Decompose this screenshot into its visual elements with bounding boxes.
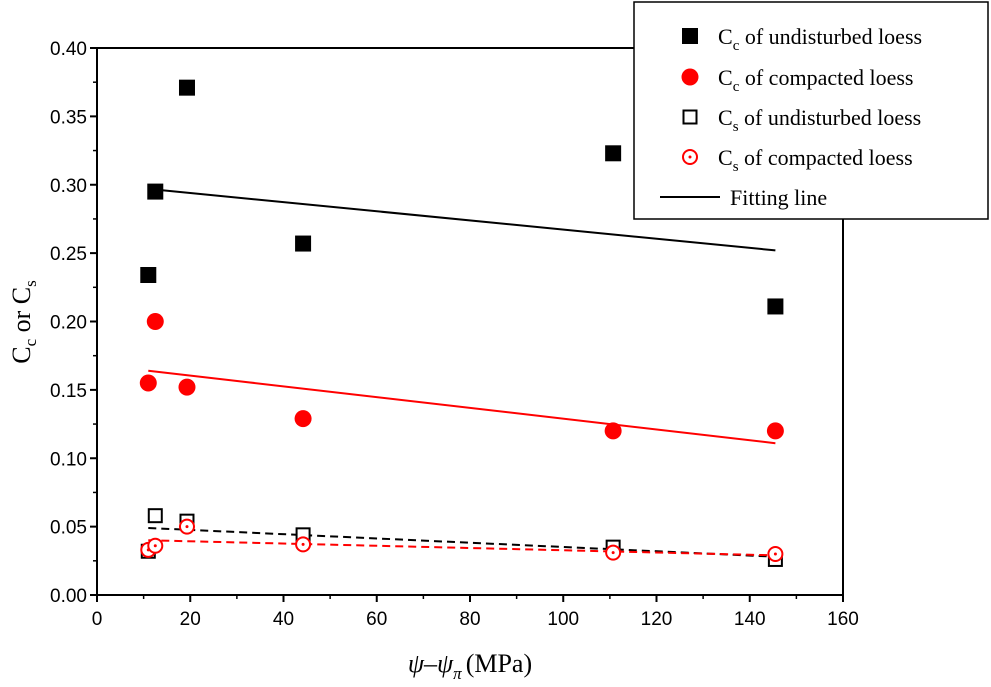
y-tick-label: 0.25 [50, 244, 87, 265]
data-point [147, 508, 163, 524]
legend-label: Cs of undisturbed loess [718, 105, 921, 135]
x-tick-label: 160 [827, 609, 859, 630]
x-tick-label: 60 [366, 609, 387, 630]
x-tick-label: 100 [547, 609, 579, 630]
y-tick-label: 0.10 [50, 449, 87, 470]
y-axis: 0.00 0.05 0.10 0.15 0.20 0.25 0.30 0.35 0.40 [50, 39, 97, 607]
fitting-lines [148, 187, 776, 558]
data-point [146, 313, 164, 330]
fit-cc-undisturbed [148, 187, 776, 252]
marker-dot [185, 525, 189, 529]
x-axis-label: ψ–ψπ (MPa) [408, 649, 532, 683]
data-point [140, 267, 157, 284]
y-tick-label: 0.00 [50, 586, 87, 607]
x-axis: 0 20 40 60 80 100 120 140 160 [92, 595, 859, 630]
data-point [605, 145, 622, 162]
y-axis-label-mid: or [7, 304, 36, 339]
legend-marker [681, 68, 699, 86]
y-tick-label: 0.35 [50, 107, 87, 128]
fit-cs-compacted [148, 539, 776, 557]
x-tick-label: 20 [180, 609, 201, 630]
legend-marker [682, 28, 698, 44]
data-points [139, 79, 784, 567]
marker-dot [153, 544, 157, 548]
data-point [139, 374, 157, 392]
y-axis-label-c2: C [7, 287, 36, 304]
marker-dot [773, 552, 777, 556]
legend-label: Cc of undisturbed loess [718, 24, 922, 54]
y-tick-label: 0.40 [50, 39, 87, 60]
y-axis-label-c1: C [7, 346, 36, 363]
y-axis-label: Cc or Cs [7, 280, 40, 364]
y-axis-label-s1: c [21, 338, 40, 346]
x-tick-label: 40 [273, 609, 294, 630]
data-point [604, 422, 622, 440]
y-tick-label: 0.30 [50, 176, 87, 197]
data-point [605, 544, 622, 561]
legend-marker [682, 149, 698, 165]
x-axis-label-sub: π [453, 664, 462, 683]
legend-fit-label: Fitting line [730, 185, 827, 210]
y-tick-label: 0.15 [50, 381, 87, 402]
data-point [178, 518, 195, 535]
legend-label: Cc of compacted loess [718, 65, 913, 95]
y-tick-label: 0.05 [50, 518, 87, 539]
fit-cc-compacted [148, 369, 776, 445]
data-point [767, 298, 784, 315]
y-axis-label-s2: s [21, 280, 40, 287]
data-point [295, 536, 312, 553]
data-point [178, 378, 196, 396]
marker-dot [611, 551, 615, 555]
marker-dot [301, 542, 305, 546]
data-point [147, 537, 164, 554]
marker-dot [688, 155, 692, 159]
data-point [294, 410, 312, 428]
legend: Cc of undisturbed loess Cc of compacted l… [633, 1, 989, 220]
data-point [178, 79, 195, 96]
legend-label: Cs of compacted loess [718, 145, 913, 175]
x-tick-label: 120 [641, 609, 673, 630]
x-axis-label-unit: (MPa) [466, 649, 532, 678]
legend-marker [682, 109, 698, 125]
data-point [766, 422, 784, 440]
data-point [295, 235, 312, 252]
y-tick-label: 0.20 [50, 313, 87, 334]
x-tick-label: 140 [734, 609, 766, 630]
x-axis-label-main: ψ–ψ [408, 649, 454, 678]
x-tick-label: 0 [92, 609, 103, 630]
data-point [767, 545, 784, 562]
x-tick-label: 80 [459, 609, 480, 630]
data-point [147, 183, 164, 200]
